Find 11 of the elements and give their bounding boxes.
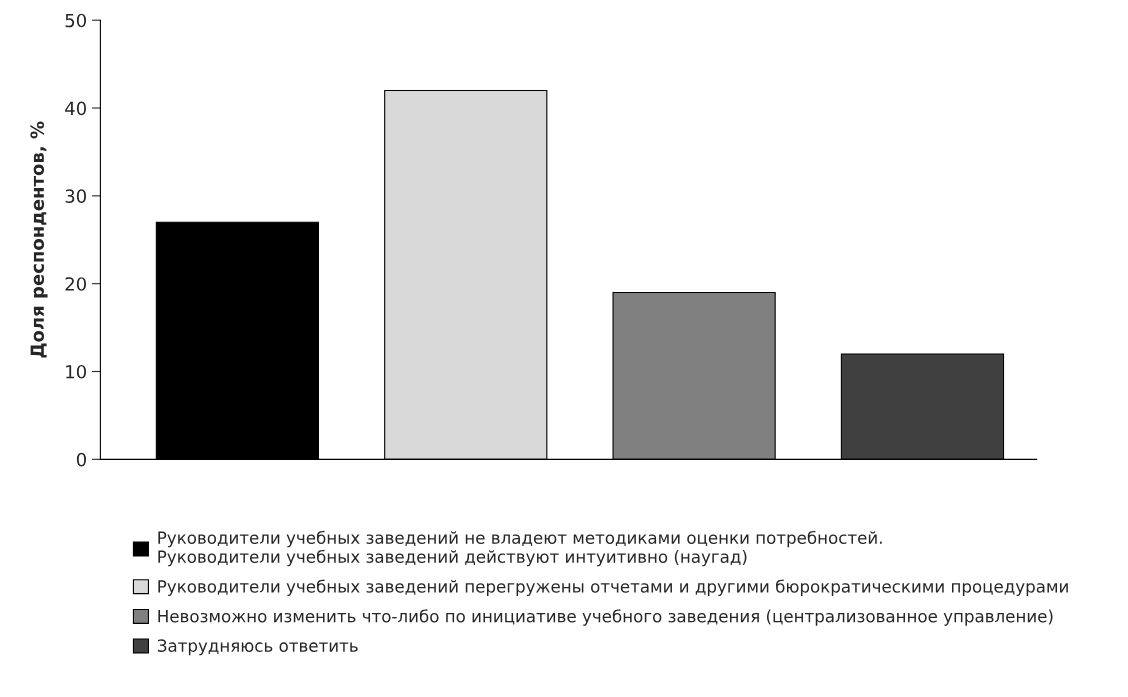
y-tick-label: 0 — [76, 452, 86, 467]
y-tick-label: 50 — [65, 13, 86, 28]
legend-label: Руководители учебных заведений не владеют методиками оценки потребностей. Руководители учебных заведений действуют интуитивно (наугад) — [158, 530, 882, 567]
legend-label: Руководители учебных заведений перегружены отчетами и другими бюрократическими процедурами — [158, 579, 1068, 596]
legend-label: Невозможно изменить что-либо по инициативе учебного заведения (централизованное управление) — [158, 609, 1053, 626]
y-tick-label: 40 — [65, 101, 86, 116]
y-tick-label: 30 — [65, 189, 86, 203]
legend-label: Затрудняюсь ответить — [157, 639, 358, 656]
y-axis-title: Доля респондентов, % — [30, 121, 48, 358]
y-tick-label: 20 — [65, 277, 86, 291]
y-tick-label: 10 — [66, 364, 86, 379]
